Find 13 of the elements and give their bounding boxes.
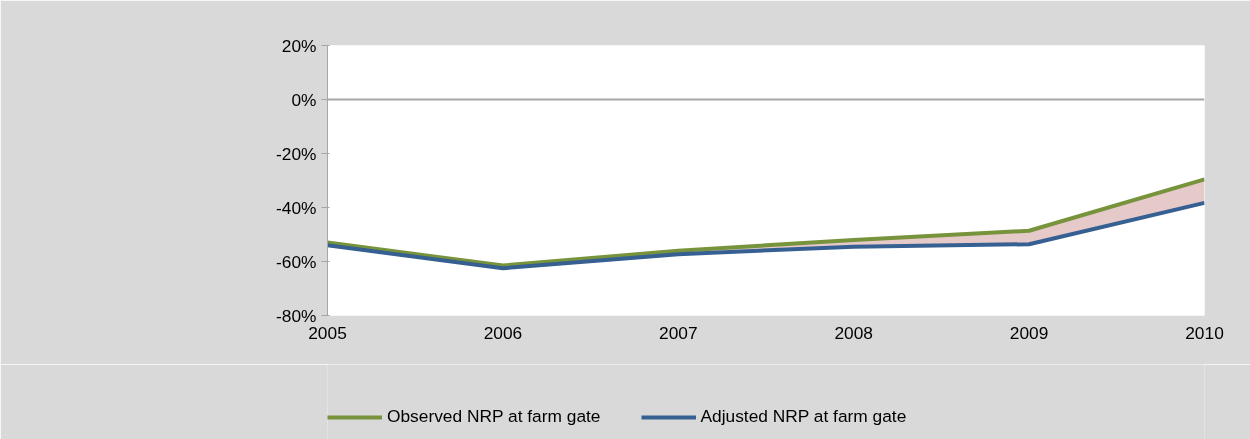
x-tick-label: 2010 xyxy=(1185,322,1224,343)
legend-label: Observed NRP at farm gate xyxy=(387,406,601,427)
x-tick-label: 2009 xyxy=(1009,322,1049,343)
y-tick-label: -20% xyxy=(276,143,317,164)
x-tick-label: 2006 xyxy=(483,322,523,343)
line-series xyxy=(327,200,1205,271)
y-tick-label: -40% xyxy=(276,197,317,218)
x-tick-label: 2008 xyxy=(834,322,873,343)
x-tick-label: 2007 xyxy=(659,322,698,343)
legend-label: Adjusted NRP at farm gate xyxy=(700,406,907,427)
y-tick-label: -60% xyxy=(276,251,317,272)
y-tick-label: 0% xyxy=(291,89,317,110)
y-tick-label: 20% xyxy=(281,35,317,56)
